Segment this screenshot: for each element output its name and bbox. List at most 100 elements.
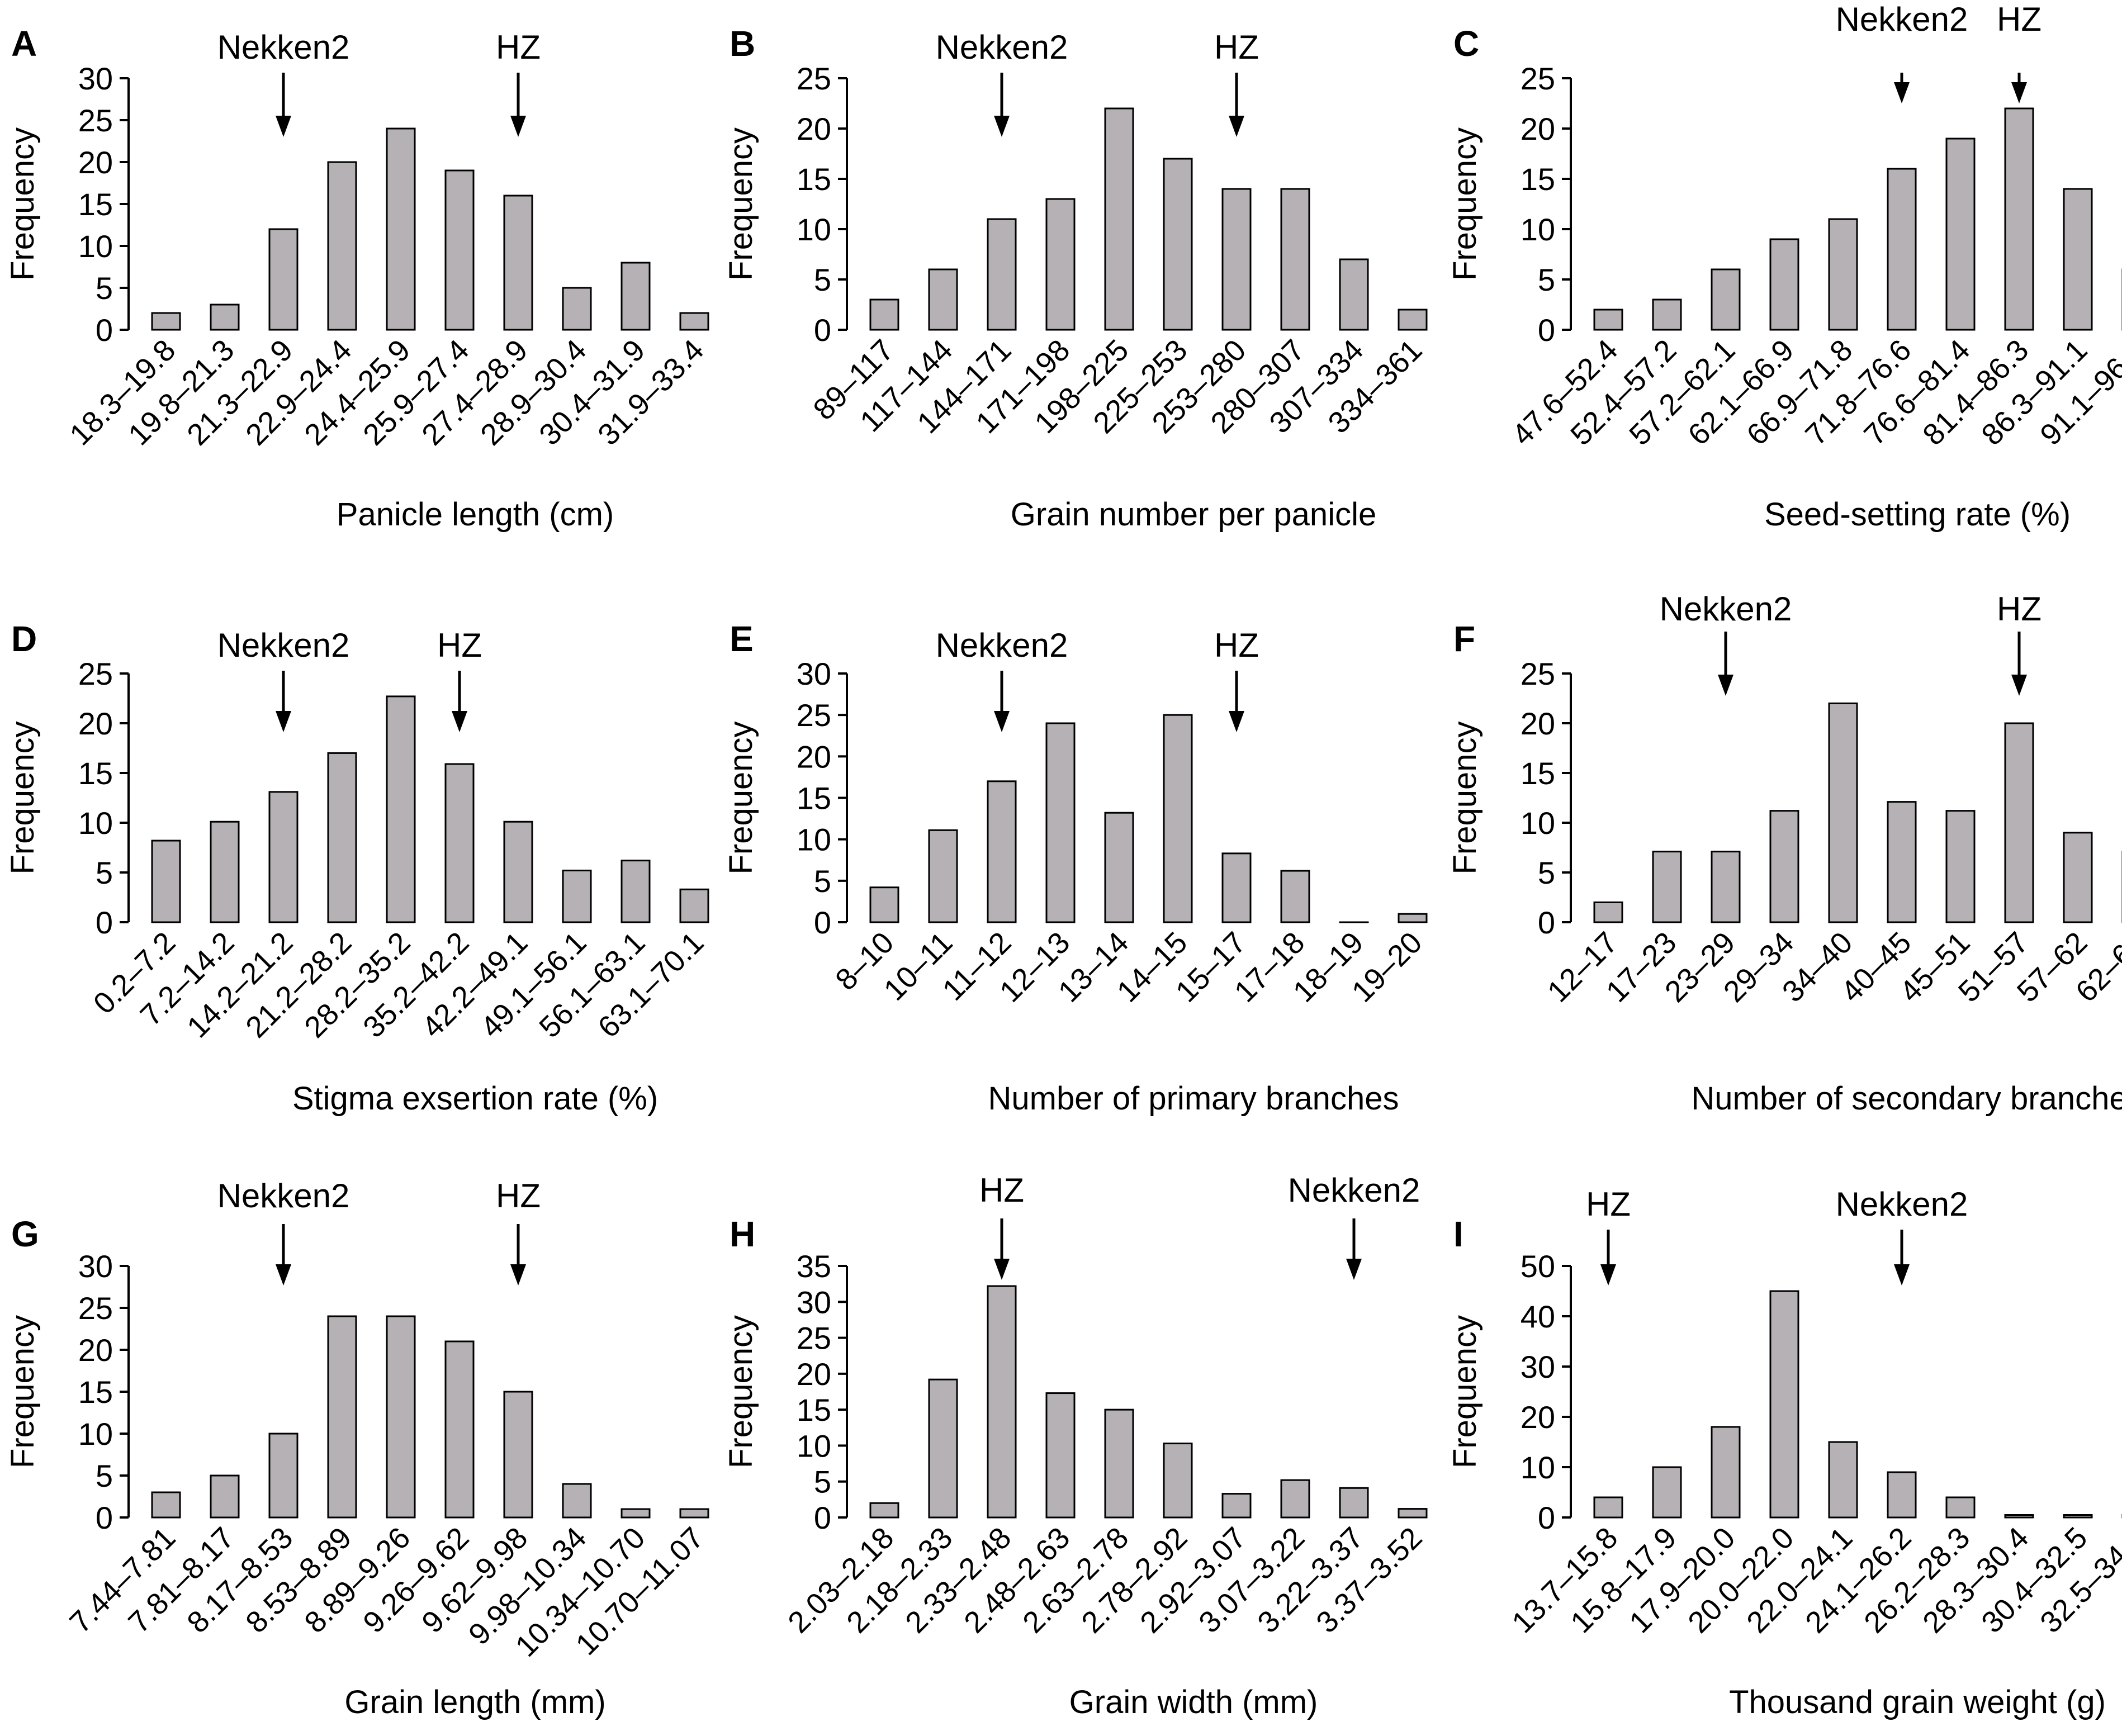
- y-tick-label: 0: [814, 1500, 831, 1535]
- arrow-down-icon: [2011, 82, 2027, 103]
- bar-h-4: [1104, 1408, 1134, 1519]
- y-tick-label: 0: [96, 905, 113, 940]
- y-tick-label: 25: [797, 1321, 831, 1356]
- bar-f-0: [1593, 901, 1623, 923]
- parent-annotation-label: HZ: [979, 1171, 1024, 1209]
- bar-h-0: [869, 1502, 899, 1519]
- bar-e-0: [869, 886, 899, 923]
- y-tick-label: 5: [814, 864, 831, 899]
- bar-f-3: [1769, 810, 1799, 923]
- bar-c-3: [1769, 238, 1799, 331]
- x-tick-label: 10–11: [878, 926, 959, 1007]
- bar-i-8: [2063, 1514, 2093, 1519]
- bar-a-0: [151, 312, 181, 331]
- arrow-down-icon: [510, 116, 526, 137]
- histogram-panel-g: G051015202530Frequency7.44–7.817.81–8.17…: [4, 1177, 710, 1720]
- panel-label: E: [730, 619, 754, 659]
- panel-label: I: [1453, 1214, 1463, 1254]
- bar-d-3: [327, 752, 357, 923]
- bar-e-9: [1398, 913, 1428, 923]
- y-tick-label: 10: [797, 1428, 831, 1463]
- bar-b-9: [1398, 309, 1428, 331]
- bar-b-1: [928, 268, 958, 331]
- histogram-panel-e: E051015202530Frequency8–1010–1111–1212–1…: [723, 619, 1428, 1117]
- bar-h-9: [1398, 1508, 1428, 1519]
- bar-c-5: [1887, 168, 1917, 331]
- bar-d-7: [562, 869, 592, 923]
- bar-c-6: [1945, 137, 1976, 331]
- arrow-down-icon: [2011, 675, 2027, 696]
- x-axis-title: Seed-setting rate (%): [1764, 496, 2071, 533]
- bar-d-6: [503, 820, 533, 923]
- y-tick-label: 20: [78, 145, 113, 180]
- y-axis-title: Frequency: [723, 721, 759, 874]
- x-axis-title: Panicle length (cm): [337, 496, 614, 533]
- y-tick-label: 10: [797, 212, 831, 247]
- bar-b-4: [1104, 107, 1134, 331]
- x-axis-title: Number of secondary branches: [1691, 1080, 2122, 1117]
- parent-annotation-label: Nekken2: [217, 1177, 350, 1215]
- bar-f-8: [2063, 832, 2093, 923]
- y-tick-label: 30: [797, 1284, 831, 1320]
- y-tick-label: 20: [1521, 706, 1555, 741]
- bar-e-5: [1163, 714, 1193, 923]
- bar-f-2: [1711, 851, 1741, 923]
- arrow-down-icon: [1600, 1264, 1616, 1286]
- y-tick-label: 40: [1521, 1299, 1555, 1334]
- parent-annotation-label: Nekken2: [936, 29, 1068, 66]
- bar-a-6: [503, 195, 533, 331]
- y-tick-label: 15: [1521, 756, 1555, 791]
- bar-h-2: [987, 1285, 1017, 1519]
- y-tick-label: 20: [78, 706, 113, 741]
- bar-e-6: [1221, 852, 1252, 923]
- bar-a-8: [621, 262, 651, 331]
- panel-label: G: [11, 1214, 39, 1254]
- y-tick-label: 25: [797, 698, 831, 733]
- y-tick-label: 5: [814, 262, 831, 297]
- y-tick-label: 5: [96, 855, 113, 890]
- y-tick-label: 5: [1538, 262, 1555, 297]
- bar-d-2: [268, 791, 299, 923]
- bar-f-5: [1887, 801, 1917, 923]
- bar-d-1: [210, 820, 240, 923]
- y-axis-title: Frequency: [4, 1315, 41, 1468]
- parent-annotation-label: Nekken2: [1288, 1171, 1420, 1209]
- bar-a-7: [562, 287, 592, 331]
- arrow-down-icon: [1894, 1264, 1910, 1286]
- bar-b-6: [1221, 188, 1252, 331]
- y-tick-label: 10: [797, 822, 831, 857]
- parent-annotation-label: HZ: [1997, 1, 2042, 38]
- bar-i-6: [1945, 1496, 1976, 1519]
- panel-label: B: [730, 23, 755, 64]
- y-tick-label: 15: [797, 781, 831, 816]
- bar-d-5: [444, 763, 475, 923]
- y-tick-label: 10: [1521, 1450, 1555, 1485]
- bar-h-3: [1045, 1392, 1076, 1519]
- bar-i-7: [2004, 1514, 2034, 1519]
- parent-annotation-label: Nekken2: [1660, 590, 1792, 628]
- panel-label: C: [1453, 23, 1479, 64]
- bar-a-2: [268, 228, 299, 331]
- parent-annotation-label: HZ: [1214, 29, 1259, 66]
- bar-h-8: [1339, 1487, 1369, 1519]
- x-axis-title: Grain length (mm): [344, 1684, 605, 1720]
- arrow-down-icon: [276, 711, 291, 732]
- bar-g-8: [621, 1508, 651, 1519]
- histogram-panel-i: I01020304050Frequency13.7–15.815.8–17.91…: [1447, 1185, 2122, 1720]
- bar-i-4: [1828, 1441, 1858, 1519]
- bar-f-1: [1652, 851, 1682, 923]
- y-tick-label: 20: [1521, 111, 1555, 146]
- parent-annotation-label: HZ: [1997, 590, 2042, 628]
- y-tick-label: 0: [1538, 905, 1555, 940]
- histogram-panel-a: A051015202530Frequency18.3–19.819.8–21.3…: [4, 23, 710, 533]
- bar-c-0: [1593, 309, 1623, 331]
- y-tick-label: 5: [814, 1464, 831, 1500]
- bar-b-7: [1280, 188, 1310, 331]
- x-axis-title: Number of primary branches: [988, 1080, 1399, 1117]
- bar-h-6: [1221, 1493, 1252, 1519]
- y-tick-label: 15: [78, 756, 113, 791]
- y-tick-label: 5: [1538, 855, 1555, 890]
- y-axis-title: Frequency: [723, 1315, 759, 1468]
- y-tick-label: 20: [78, 1332, 113, 1368]
